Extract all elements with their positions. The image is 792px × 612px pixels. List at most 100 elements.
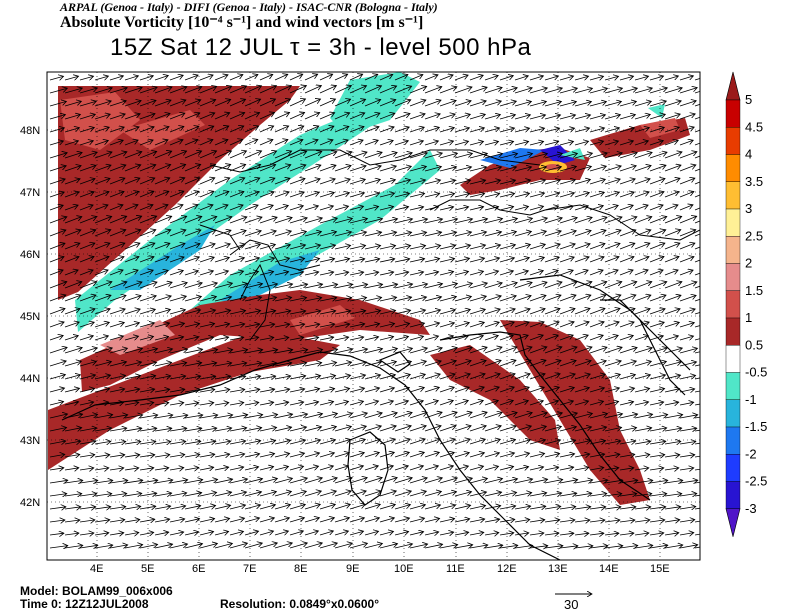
colorbar-label: 1.5 <box>745 283 763 298</box>
valid-time-title: 15Z Sat 12 JUL τ = 3h - level 500 hPa <box>110 34 532 61</box>
wind-vector <box>154 191 169 198</box>
wind-vector <box>604 270 618 276</box>
wind-vector <box>439 284 457 289</box>
wind-vector <box>214 99 231 107</box>
wind-vector <box>154 296 171 302</box>
wind-vector <box>544 309 560 315</box>
wind-vector <box>379 310 396 314</box>
wind-vector <box>589 141 604 145</box>
wind-vector <box>184 216 202 224</box>
wind-vector <box>559 193 574 198</box>
wind-vector <box>394 207 409 210</box>
colorbar-label: -2.5 <box>745 474 767 489</box>
wind-vector <box>319 74 333 81</box>
wind-vector <box>304 245 321 250</box>
wind-vector <box>589 206 603 211</box>
wind-vector <box>154 310 170 315</box>
wind-vector <box>559 270 573 276</box>
wind-vector <box>619 115 635 120</box>
wind-vector <box>139 270 153 276</box>
wind-vector <box>439 75 453 81</box>
wind-vector <box>64 205 78 211</box>
wind-vector <box>454 167 472 172</box>
wind-vector <box>319 311 336 314</box>
wind-vector <box>664 257 679 263</box>
wind-vector <box>289 99 306 107</box>
wind-vector <box>499 309 515 315</box>
wind-vector <box>124 76 138 81</box>
wind-vector <box>289 218 307 224</box>
wind-vector <box>244 311 261 314</box>
wind-vector <box>259 258 275 263</box>
wind-vector <box>184 244 200 250</box>
wind-vector <box>304 298 322 301</box>
wind-vector <box>604 153 622 159</box>
wind-vector <box>244 151 262 159</box>
wind-vector <box>424 259 440 262</box>
wind-vector <box>214 140 228 146</box>
wind-vector <box>349 74 363 81</box>
wind-vector <box>649 192 664 198</box>
wind-vector <box>664 76 678 81</box>
wind-vector <box>574 295 591 302</box>
wind-vector <box>499 296 516 302</box>
wind-vector <box>169 126 184 133</box>
wind-vector <box>454 207 469 210</box>
wind-vector <box>229 139 243 146</box>
wind-vector <box>409 193 425 197</box>
wind-vector <box>139 309 155 315</box>
wind-vector <box>664 101 681 107</box>
wind-vector <box>214 126 229 133</box>
wind-vector <box>409 272 424 275</box>
wind-vector <box>199 151 217 159</box>
wind-vector <box>544 193 560 198</box>
wind-vector <box>514 180 531 185</box>
wind-vector <box>679 88 697 94</box>
wind-vector <box>634 257 649 263</box>
wind-vector <box>409 259 425 262</box>
wind-vector <box>199 217 217 224</box>
wind-vector <box>319 126 334 133</box>
wind-vector <box>379 272 394 275</box>
wind-vector <box>124 140 138 146</box>
wind-vector <box>94 216 112 224</box>
wind-vector <box>79 243 95 250</box>
wind-vector <box>409 75 423 81</box>
wind-vector <box>79 270 93 276</box>
wind-vector <box>514 88 532 94</box>
wind-vector <box>439 259 455 263</box>
wind-vector <box>124 152 142 159</box>
wind-vector <box>484 154 503 159</box>
wind-vector <box>484 245 501 250</box>
wind-vector <box>454 194 470 198</box>
wind-vector <box>364 232 382 237</box>
wind-vector <box>409 114 425 120</box>
wind-vector <box>154 151 172 159</box>
wind-vector <box>499 258 514 263</box>
wind-vector <box>79 165 96 172</box>
wind-vector <box>94 114 110 120</box>
wind-vector <box>274 192 289 198</box>
wind-vector <box>49 257 64 263</box>
wind-vector <box>529 218 547 224</box>
wind-vector <box>124 178 140 185</box>
wind-vector <box>544 295 561 302</box>
colorbar-swatch <box>725 154 741 182</box>
wind-vector <box>364 127 379 133</box>
wind-vector <box>634 152 652 159</box>
wind-vector <box>574 153 592 159</box>
wind-vector <box>499 154 518 159</box>
wind-vector <box>439 207 454 210</box>
wind-vector <box>124 101 141 107</box>
wind-vector <box>49 295 66 302</box>
wind-vector <box>259 99 276 107</box>
wind-vector <box>379 207 394 210</box>
wind-vector <box>169 243 185 250</box>
wind-vector <box>499 76 513 81</box>
wind-vector <box>649 179 665 185</box>
wind-vector <box>649 230 666 237</box>
wind-vector <box>274 126 289 133</box>
wind-vector <box>244 192 259 198</box>
wind-vector <box>364 166 381 172</box>
y-tick-label: 46N <box>20 249 40 261</box>
